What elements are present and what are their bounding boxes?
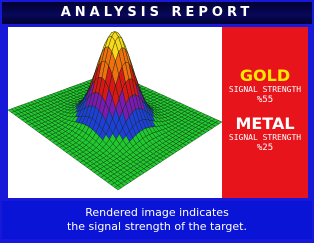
surface-plot [8, 27, 222, 198]
footer-line: the signal strength of the target. [2, 220, 312, 234]
result-label: METAL [222, 115, 308, 133]
title-bar: ANALYSIS REPORT [2, 2, 312, 24]
footer: Rendered image indicates the signal stre… [2, 201, 312, 239]
result-caption: SIGNAL STRENGTH [222, 133, 308, 143]
surface-view [8, 27, 222, 198]
result-value: %55 [222, 95, 308, 105]
result-value: %25 [222, 143, 308, 153]
result-caption: SIGNAL STRENGTH [222, 85, 308, 95]
result-label: GOLD [222, 67, 308, 85]
footer-line: Rendered image indicates [2, 206, 312, 220]
report-panel: ANALYSIS REPORT GOLD SIGNAL STRENGTH %55… [0, 0, 314, 243]
title: ANALYSIS REPORT [61, 5, 254, 20]
results-panel: GOLD SIGNAL STRENGTH %55 METAL SIGNAL ST… [222, 27, 308, 198]
